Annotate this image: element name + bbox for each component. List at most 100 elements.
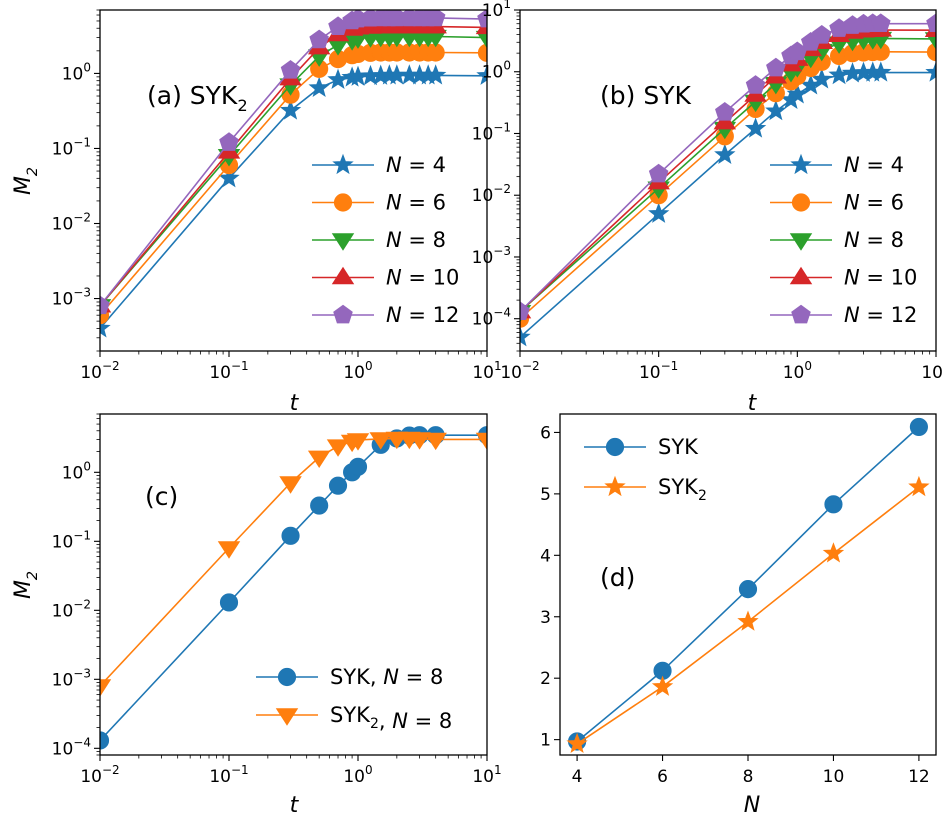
panel-c-ytick-label-2: 10−2 xyxy=(52,597,91,621)
panel-a-legend-marker-1 xyxy=(333,193,353,212)
panel-b-ytick-label-3: 10−1 xyxy=(472,120,511,144)
panel-b-ytick-label-4: 100 xyxy=(482,59,511,83)
panel-d-legend-label-0: SYK xyxy=(658,435,699,459)
panel-b-series-0-point-14 xyxy=(925,61,936,82)
panel-a-legend-label-2: N = 8 xyxy=(386,228,446,252)
panel-a-legend-label-1: N = 6 xyxy=(386,191,446,215)
panel-d-ytick-label-0: 1 xyxy=(540,731,551,751)
panel-b-series-0-point-6 xyxy=(786,83,809,104)
panel-c-series-0-point-0 xyxy=(100,731,110,750)
panel-c-xtick-label-0: 10−2 xyxy=(80,763,119,787)
panel-d-label: (d) xyxy=(600,563,635,592)
panel-d-xtick-label-4: 12 xyxy=(908,767,930,787)
panel-a-series-4-point-14 xyxy=(425,10,446,27)
panel-b-series-0-point-4 xyxy=(765,99,787,121)
panel-a-axes: 10−2 10−1 100 101 10−3 10−2 10−1 100 xyxy=(52,9,502,383)
panel-b-xtick-label-1: 10−1 xyxy=(639,359,678,383)
panel-b-legend-label-3: N = 10 xyxy=(844,266,917,290)
panel-a-plot-area xyxy=(100,10,487,338)
panel-c-axes: 10−2 10−1 100 101 10−4 10−3 10−2 10−1 100 xyxy=(52,413,502,787)
panel-b-series-4-point-8 xyxy=(811,24,832,44)
panel-c-series-1-point-2 xyxy=(279,476,302,494)
panel-a-xtick-label-0: 10−2 xyxy=(80,359,119,383)
panel-a-series-4-point-1 xyxy=(219,132,239,151)
panel-d-xtick-label-1: 6 xyxy=(657,767,668,787)
panel-d-series-1-point-0 xyxy=(566,732,588,754)
panel-b-legend-marker-3 xyxy=(789,266,813,285)
panel-a-ytick-label-1: 10−2 xyxy=(52,211,91,235)
panel-a-xtick-label-2: 100 xyxy=(343,359,372,383)
panel-a-legend-label-0: N = 4 xyxy=(386,153,446,177)
panel-c-series-0-point-6 xyxy=(348,457,368,476)
panel-d-ytick-label-2: 3 xyxy=(540,608,551,628)
panel-b-series-4-point-2 xyxy=(715,102,735,121)
panel-d-xtick-label-3: 10 xyxy=(823,767,845,787)
panel-c-legend-marker-0 xyxy=(277,667,297,687)
panel-b-series-0-point-3 xyxy=(744,117,767,138)
panel-b-xlabel: t xyxy=(748,391,758,416)
panel-d-ytick-label-1: 2 xyxy=(540,669,551,689)
panel-a-ytick-label-0: 10−3 xyxy=(52,286,91,310)
panel-a-legend: N = 4 N = 6 N = 8 N = 10 N = 12 xyxy=(312,153,459,327)
panel-b-legend-label-0: N = 4 xyxy=(844,153,904,177)
panel-a-series-4-point-15 xyxy=(477,10,487,28)
panel-d-series-1-point-3 xyxy=(822,542,845,563)
panel-a-label: (a) SYK2 xyxy=(147,81,248,115)
panel-a-legend-marker-0 xyxy=(332,153,354,175)
panel-a-ylabel: M2 xyxy=(11,167,41,195)
panel-d-ytick-label-3: 4 xyxy=(540,546,551,566)
panel-b-series-4-point-13 xyxy=(871,13,891,33)
panel-c-ytick-label-0: 10−4 xyxy=(52,735,91,759)
panel-a-frame xyxy=(99,9,488,352)
panel-d-series-0-point-3 xyxy=(824,495,843,514)
panel-b-series-0-point-1 xyxy=(647,202,670,223)
panel-b-legend-label-4: N = 12 xyxy=(844,303,917,327)
panel-c-ytick-label-1: 10−3 xyxy=(52,666,91,690)
panel-c-series-1-point-12 xyxy=(475,432,487,451)
panel-a-series-0-point-4 xyxy=(327,68,349,89)
panel-d-xtick-label-2: 8 xyxy=(743,767,754,787)
panel-b-ytick-label-1: 10−3 xyxy=(472,244,511,268)
panel-c-series-0-point-4 xyxy=(328,476,348,495)
panel-a-xtick-label-3: 101 xyxy=(472,359,501,383)
panel-c-legend-label-0: SYK, N = 8 xyxy=(330,665,443,689)
panel-c-label: (c) xyxy=(145,482,178,511)
panel-d-plot-area xyxy=(566,417,930,754)
panel-a-legend-marker-2 xyxy=(331,233,355,251)
panel-c-series-1-line xyxy=(100,437,487,687)
panel-b-series-0-point-2 xyxy=(714,143,736,164)
panel-c-xtick-label-3: 101 xyxy=(472,763,501,787)
panel-c-series-1-point-4 xyxy=(326,439,350,457)
panel-d-series-1-point-1 xyxy=(651,675,674,696)
panel-c-legend: SYK, N = 8 SYK2, N = 8 xyxy=(256,665,452,733)
panel-c-plot-area xyxy=(100,426,487,750)
panel-b-legend-marker-0 xyxy=(790,153,812,175)
panel-a-legend-marker-3 xyxy=(331,266,355,285)
panel-c-ytick-label-4: 100 xyxy=(62,459,91,483)
panel-b-legend-label-1: N = 6 xyxy=(844,191,904,215)
panel-b-legend-marker-4 xyxy=(791,304,811,324)
panel-c-series-1-point-11 xyxy=(424,432,447,451)
panel-b-legend-marker-1 xyxy=(791,193,811,212)
panel-a-ytick-label-2: 10−1 xyxy=(52,135,91,159)
panel-c-frame xyxy=(99,413,488,756)
panel-b-series-4-point-3 xyxy=(745,75,766,94)
panel-b-plot-area xyxy=(520,13,936,347)
panel-b-xtick-label-3: 101 xyxy=(921,359,943,383)
panel-c-legend-label-1: SYK2, N = 8 xyxy=(330,703,452,733)
panel-b-ytick-label-0: 10−4 xyxy=(472,306,511,330)
panel-a-xlabel: t xyxy=(290,391,300,416)
panel-a-series-0-point-3 xyxy=(308,76,330,98)
panel-b-ytick-label-2: 10−2 xyxy=(472,182,511,206)
panel-b-series-4-point-0 xyxy=(520,301,530,321)
panel-a-series-0-point-2 xyxy=(279,99,302,120)
panel-b-series-0-point-9 xyxy=(828,63,850,85)
panel-d-series-0-point-2 xyxy=(738,580,758,599)
panel-c-series-0-point-2 xyxy=(281,526,300,545)
panel-c-series-1-point-1 xyxy=(217,541,241,559)
panel-c-xtick-label-2: 100 xyxy=(343,763,372,787)
